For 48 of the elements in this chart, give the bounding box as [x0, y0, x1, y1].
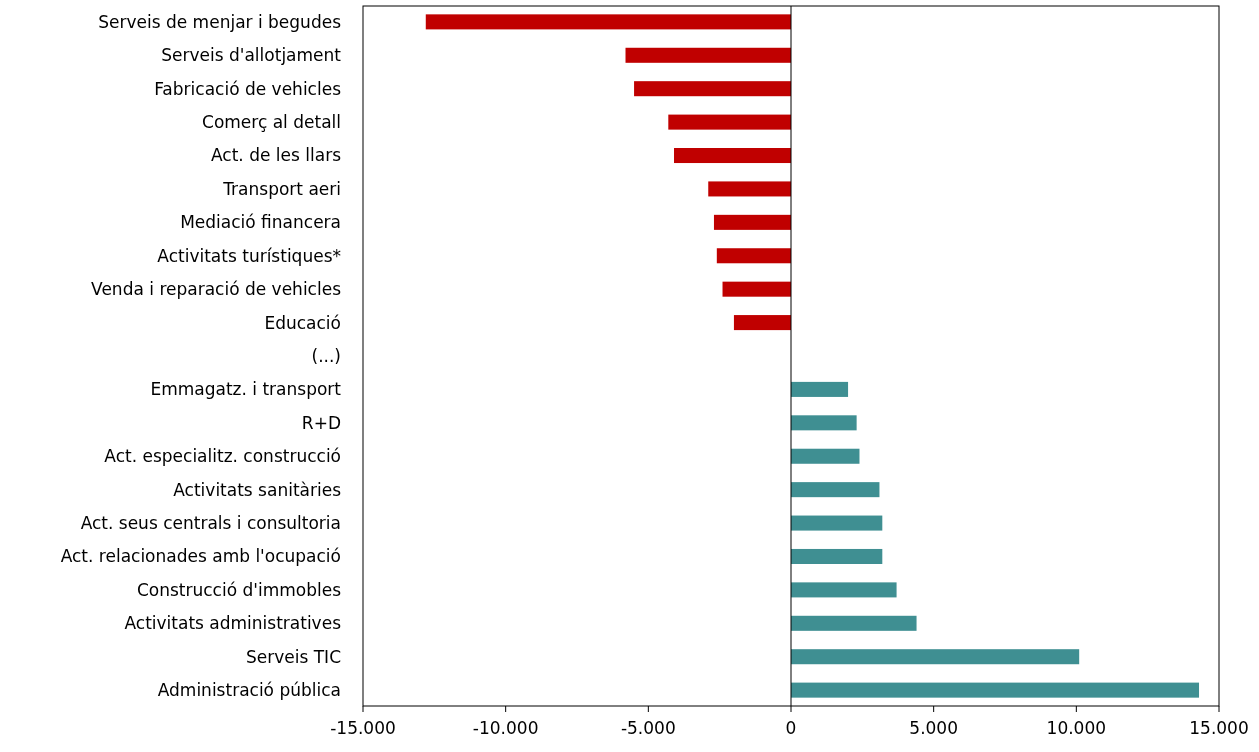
x-tick-label: -15.000	[330, 718, 396, 738]
bar	[791, 548, 883, 564]
bar	[425, 14, 791, 30]
x-tick-label: 0	[785, 718, 797, 738]
bar	[791, 515, 883, 531]
x-tick-label: -5.000	[620, 718, 676, 738]
bar	[634, 81, 791, 97]
bar	[791, 482, 880, 498]
y-tick-label: Serveis d'allotjament	[161, 45, 342, 66]
x-tick-label: -10.000	[472, 718, 539, 738]
y-tick-label: Act. relacionades amb l'ocupació	[60, 546, 341, 567]
bar	[791, 582, 897, 598]
x-tick-label: 5.000	[909, 718, 958, 738]
y-tick-label: Serveis TIC	[245, 646, 341, 667]
x-tick-label: 15.000	[1189, 718, 1249, 738]
y-tick-label: Activitats administratives	[124, 613, 342, 634]
y-tick-label: R+D	[301, 412, 341, 433]
y-tick-label: Activitats turístiques*	[157, 245, 341, 266]
y-tick-label: Act. especialitz. construcció	[104, 446, 341, 467]
y-tick-label: Construcció d'immobles	[136, 579, 342, 600]
y-tick-label: Mediació financera	[180, 212, 341, 233]
bar	[674, 148, 791, 164]
bar	[791, 682, 1200, 698]
bar	[791, 448, 860, 464]
bar	[625, 47, 791, 63]
y-tick-label: Activitats sanitàries	[173, 479, 342, 500]
y-tick-label: Fabricació de vehicles	[154, 78, 342, 99]
bar	[716, 248, 791, 264]
y-tick-label: (...)	[311, 345, 341, 366]
bar	[791, 381, 849, 397]
bar	[668, 114, 791, 130]
bar	[733, 315, 791, 331]
bar	[713, 214, 791, 230]
bar	[722, 281, 791, 297]
y-tick-label: Emmagatz. i transport	[150, 379, 342, 400]
y-tick-label: Comerç al detall	[202, 112, 341, 133]
bar	[708, 181, 791, 197]
y-tick-label: Venda i reparació de vehicles	[91, 279, 342, 300]
y-tick-label: Educació	[264, 312, 341, 333]
y-tick-label: Act. seus centrals i consultoria	[80, 513, 341, 534]
bar	[791, 649, 1080, 665]
y-tick-label: Act. de les llars	[211, 145, 342, 166]
x-tick-label: 10.000	[1046, 718, 1107, 738]
y-tick-label: Administració pública	[157, 680, 341, 701]
y-tick-label: Transport aeri	[222, 178, 341, 199]
bar	[791, 615, 917, 631]
y-tick-label: Serveis de menjar i begudes	[98, 11, 342, 32]
bar	[791, 415, 857, 431]
